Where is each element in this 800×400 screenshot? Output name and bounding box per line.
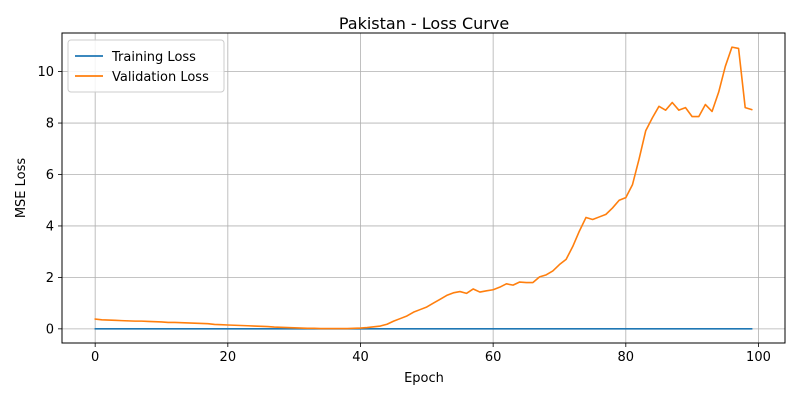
legend-box [67,39,225,93]
x-tick-label: 20 [220,350,237,365]
y-tick-label: 6 [46,168,54,183]
x-tick-label: 0 [91,350,99,365]
x-axis-ticks: 0 20 40 60 80 100 [91,343,771,365]
series-layer [94,46,753,330]
y-tick-label: 0 [46,322,54,337]
x-tick-label: 60 [485,350,502,365]
y-tick-label: 10 [37,65,54,80]
y-axis-ticks: 0 2 4 6 8 10 [37,65,62,337]
x-axis-label: Epoch [404,371,444,386]
x-tick-label: 100 [746,350,771,365]
chart-title: Pakistan - Loss Curve [339,14,509,33]
legend-label-validation-loss: Validation Loss [112,70,209,85]
x-tick-label: 40 [352,350,369,365]
series-line-validation-loss [94,46,753,330]
y-tick-label: 8 [46,117,54,132]
y-axis-label: MSE Loss [14,158,29,219]
y-tick-label: 2 [46,271,54,286]
x-tick-label: 80 [618,350,635,365]
legend: Training Loss Validation Loss [67,39,225,93]
y-tick-label: 4 [46,219,54,234]
plot-frame [61,32,786,344]
legend-label-training-loss: Training Loss [111,50,196,65]
